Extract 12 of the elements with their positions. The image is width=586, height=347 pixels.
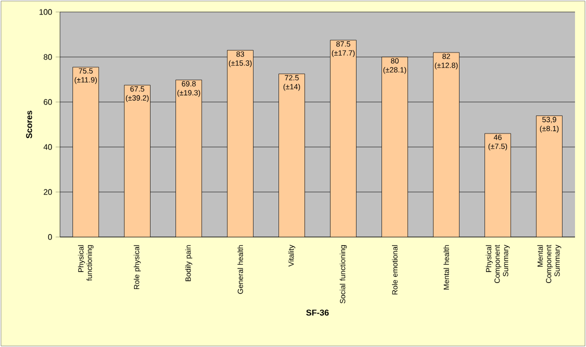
- y-axis-title: Scores: [26, 110, 32, 138]
- bar: [433, 52, 460, 237]
- bar: [484, 133, 511, 237]
- bar: [124, 84, 150, 237]
- bar: [227, 50, 254, 237]
- bar: [330, 40, 356, 237]
- bar: [536, 116, 562, 237]
- bar: [382, 56, 408, 237]
- bar: [278, 74, 305, 237]
- x-axis-title: SF-36: [306, 310, 329, 316]
- bar: [72, 66, 99, 237]
- bar: [176, 80, 202, 237]
